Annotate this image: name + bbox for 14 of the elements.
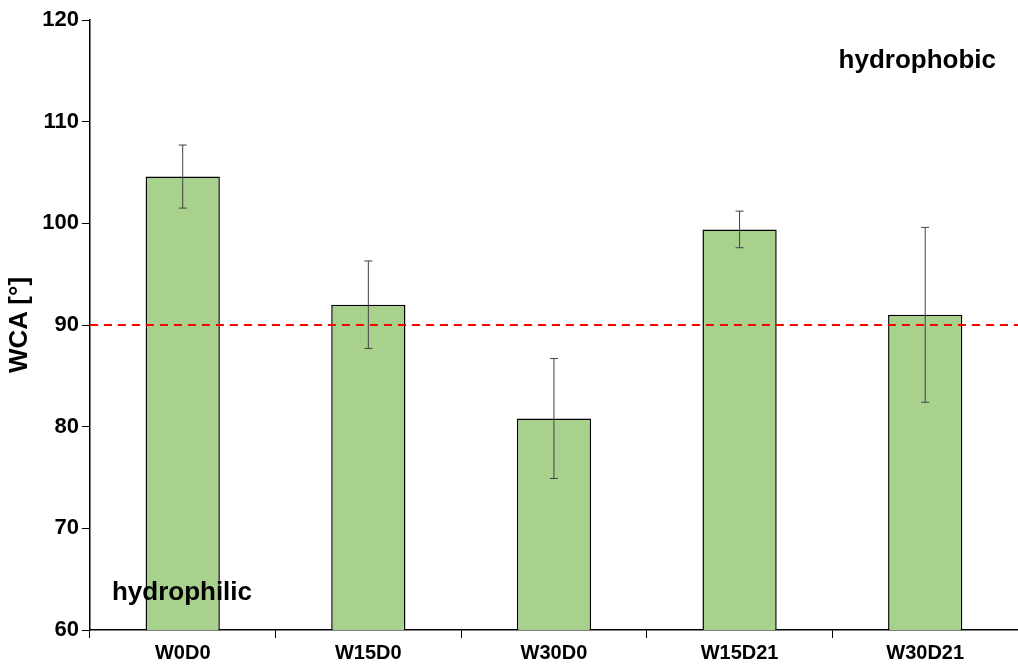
- y-tick-label: 110: [43, 107, 79, 133]
- x-tick-label: W30D0: [520, 640, 588, 663]
- x-tick-label: W0D0: [154, 640, 211, 663]
- x-tick-label: W15D21: [700, 640, 779, 663]
- x-tick-label: W15D0: [334, 640, 402, 663]
- y-tick-label: 100: [42, 209, 79, 235]
- y-tick-label: 60: [54, 616, 79, 642]
- y-tick-label: 70: [54, 514, 79, 540]
- y-tick-label: 80: [54, 412, 79, 438]
- y-tick-label: 90: [54, 311, 79, 337]
- y-axis-title: WCA [°]: [2, 276, 33, 374]
- x-tick-label: W30D21: [886, 640, 965, 663]
- annotation: hydrophobic: [838, 44, 996, 74]
- y-tick-label: 120: [42, 6, 79, 32]
